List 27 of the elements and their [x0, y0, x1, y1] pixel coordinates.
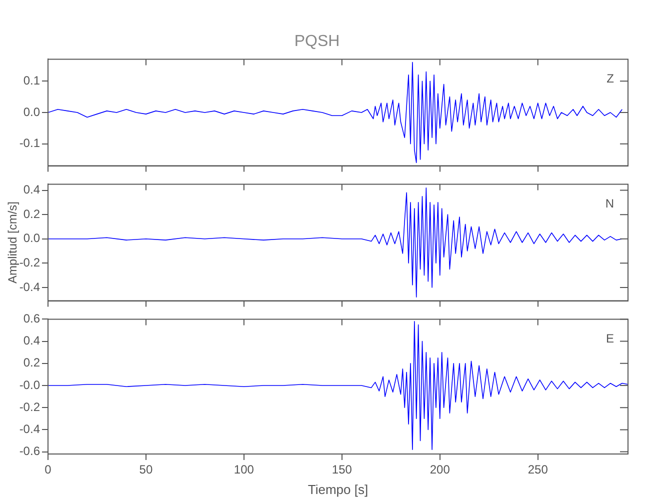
y-tick-label: -0.1: [19, 136, 40, 150]
y-tick-label: 0.0: [23, 231, 40, 246]
annotation: N: [605, 196, 614, 211]
y-tick-label: 0.1: [23, 73, 40, 88]
y-tick-label: 0.6: [23, 312, 40, 326]
x-tick-label: 150: [332, 462, 352, 477]
x-tick-label: 100: [234, 462, 254, 477]
x-tick-label: 50: [139, 462, 153, 477]
x-axis-title: Tiempo [s]: [308, 482, 368, 497]
y-tick-label: -0.0: [19, 378, 40, 392]
chart-title: PQSH: [294, 33, 340, 50]
annotation: Z: [606, 72, 614, 86]
y-tick-label: -0.6: [19, 444, 40, 458]
y-tick-label: -0.2: [19, 400, 40, 414]
y-tick-label: 0.2: [23, 206, 40, 221]
y-tick-label: 0.0: [23, 104, 40, 119]
x-tick-label: 200: [430, 462, 450, 477]
x-tick-label: 0: [44, 462, 52, 477]
y-tick-label: -0.4: [19, 280, 40, 294]
y-tick-label: 0.4: [23, 334, 40, 348]
y-tick-label: 0.2: [23, 356, 40, 370]
y-tick-label: 0.4: [23, 182, 40, 197]
y-tick-label: -0.2: [19, 255, 40, 270]
annotation: E: [606, 332, 614, 346]
y-axis-title: Amplitud [cm/s]: [6, 201, 20, 284]
y-tick-label: -0.4: [19, 422, 40, 436]
x-tick-label: 250: [528, 462, 548, 477]
